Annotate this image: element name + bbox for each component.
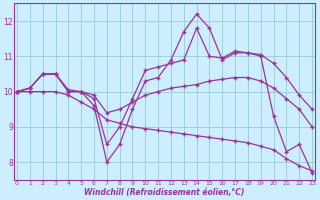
X-axis label: Windchill (Refroidissement éolien,°C): Windchill (Refroidissement éolien,°C) — [84, 188, 245, 197]
